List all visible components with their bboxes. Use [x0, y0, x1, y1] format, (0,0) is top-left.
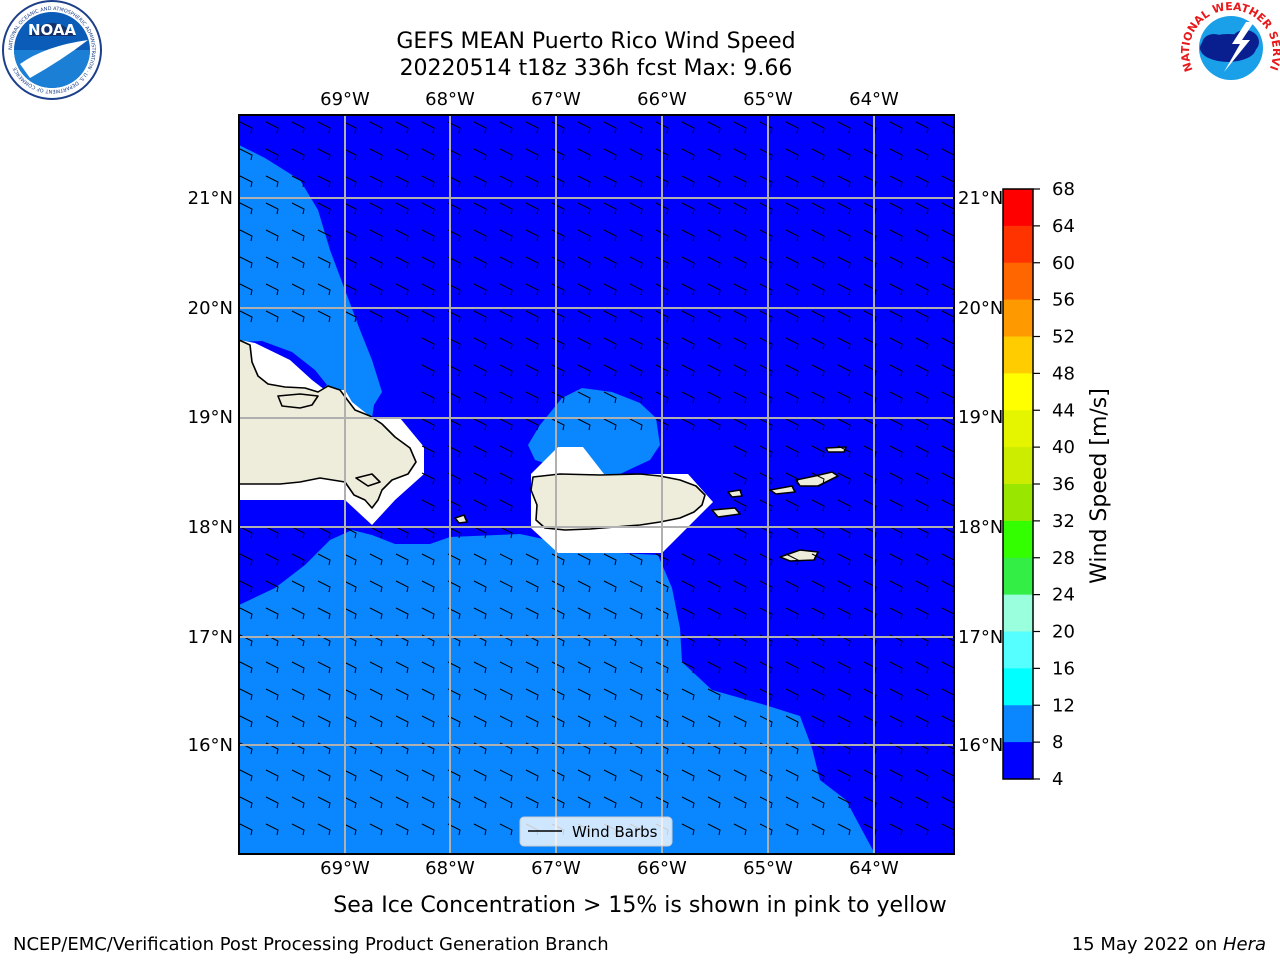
- lat-label: 18°N: [958, 517, 1003, 538]
- colorbar-band: [1003, 373, 1033, 411]
- colorbar-tick-label: 40: [1052, 437, 1075, 458]
- colorbar-tick-label: 24: [1052, 585, 1075, 606]
- colorbar-band: [1003, 410, 1033, 448]
- lon-labels-bottom: 69°W 68°W 67°W 66°W 65°W 64°W: [320, 858, 899, 879]
- colorbar-tick-label: 68: [1052, 179, 1075, 200]
- colorbar-band: [1003, 447, 1033, 485]
- lon-label: 68°W: [425, 89, 475, 110]
- lat-label: 19°N: [188, 407, 233, 428]
- colorbar-band: [1003, 631, 1033, 669]
- colorbar-band: [1003, 668, 1033, 706]
- title-line-2: 20220514 t18z 336h fcst Max: 9.66: [400, 56, 793, 81]
- title-line-1: GEFS MEAN Puerto Rico Wind Speed: [396, 29, 795, 54]
- lat-labels-left: 21°N 20°N 19°N 18°N 17°N 16°N: [188, 188, 233, 756]
- lat-label: 17°N: [188, 627, 233, 648]
- sea-ice-note: Sea Ice Concentration > 15% is shown in …: [333, 893, 947, 918]
- colorbar-tick-label: 36: [1052, 474, 1075, 495]
- graticule: [239, 115, 954, 854]
- lon-labels-top: 69°W 68°W 67°W 66°W 65°W 64°W: [320, 89, 899, 110]
- colorbar-tick-label: 8: [1052, 732, 1063, 753]
- lon-label: 69°W: [320, 89, 370, 110]
- colorbar-tick-label: 64: [1052, 216, 1075, 237]
- colorbar-label: Wind Speed [m/s]: [1087, 388, 1112, 584]
- colorbar: 68 64 60 56 52 48 44 40 36 32 28 24 20 16 12 8 4 Wind Sp…: [1002, 179, 1112, 790]
- colorbar-tick-label: 4: [1052, 769, 1063, 790]
- lon-label: 67°W: [531, 858, 581, 879]
- colorbar-bands: [1003, 189, 1033, 780]
- colorbar-tick-label: 52: [1052, 327, 1075, 348]
- colorbar-tick-label: 60: [1052, 253, 1075, 274]
- legend-label: Wind Barbs: [572, 823, 658, 841]
- lon-label: 66°W: [637, 858, 687, 879]
- wind-barbs-field: [239, 121, 954, 836]
- lat-label: 16°N: [958, 735, 1003, 756]
- lon-label: 66°W: [637, 89, 687, 110]
- colorbar-tick-label: 48: [1052, 363, 1075, 384]
- colorbar-ticks: 68 64 60 56 52 48 44 40 36 32 28 24 20 16 12 8 4: [1033, 179, 1075, 790]
- lat-labels-right: 21°N 20°N 19°N 18°N 17°N 16°N: [958, 188, 1003, 756]
- lon-label: 68°W: [425, 858, 475, 879]
- lat-label: 21°N: [958, 188, 1003, 209]
- noaa-logo-text: NOAA: [28, 21, 77, 39]
- colorbar-tick-label: 12: [1052, 695, 1075, 716]
- lat-label: 20°N: [188, 298, 233, 319]
- colorbar-tick-label: 32: [1052, 511, 1075, 532]
- wind-barbs: [239, 121, 954, 836]
- footer-date: 15 May 2022 on Hera: [1072, 934, 1266, 955]
- lat-label: 21°N: [188, 188, 233, 209]
- land-hispaniola: [239, 339, 417, 509]
- lat-label: 18°N: [188, 517, 233, 538]
- colorbar-band: [1003, 520, 1033, 559]
- colorbar-band: [1003, 705, 1033, 743]
- colorbar-tick-label: 44: [1052, 400, 1075, 421]
- colorbar-band: [1003, 594, 1033, 632]
- lon-label: 69°W: [320, 858, 370, 879]
- colorbar-band: [1003, 557, 1033, 596]
- map-panel: 69°W 68°W 67°W 66°W 65°W 64°W 69°W 68°W …: [188, 89, 1004, 879]
- colorbar-band: [1003, 262, 1033, 301]
- lon-label: 67°W: [531, 89, 581, 110]
- colorbar-band: [1003, 189, 1033, 227]
- lat-label: 19°N: [958, 407, 1003, 428]
- lat-label: 17°N: [958, 627, 1003, 648]
- colorbar-tick-label: 20: [1052, 622, 1075, 643]
- colorbar-band: [1003, 484, 1033, 522]
- colorbar-tick-label: 28: [1052, 548, 1075, 569]
- map-legend: Wind Barbs: [519, 816, 673, 847]
- colorbar-tick-label: 16: [1052, 658, 1075, 679]
- noaa-logo: NOAA NATIONAL OCEANIC AND ATMOSPHERIC AD…: [2, 0, 102, 100]
- colorbar-band: [1003, 299, 1033, 337]
- colorbar-band: [1003, 742, 1033, 780]
- lon-label: 65°W: [743, 858, 793, 879]
- colorbar-band: [1003, 336, 1033, 374]
- lat-label: 16°N: [188, 735, 233, 756]
- lon-label: 64°W: [849, 89, 899, 110]
- footer-branch: NCEP/EMC/Verification Post Processing Pr…: [13, 934, 609, 955]
- colorbar-band: [1003, 225, 1033, 264]
- lon-label: 64°W: [849, 858, 899, 879]
- lat-label: 20°N: [958, 298, 1003, 319]
- lon-label: 65°W: [743, 89, 793, 110]
- colorbar-tick-label: 56: [1052, 290, 1075, 311]
- map-frame: [238, 114, 955, 855]
